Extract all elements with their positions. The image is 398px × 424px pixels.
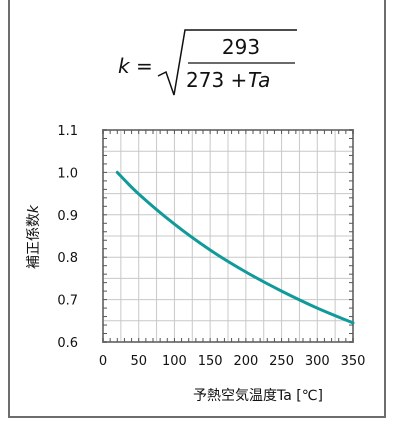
formula-numerator: 293 bbox=[222, 35, 260, 59]
x-tick-label: 50 bbox=[130, 354, 147, 369]
y-axis-label-var: k bbox=[26, 204, 42, 213]
series-line bbox=[115, 170, 355, 325]
x-tick-labels: 0 50 100 150 200 250 300 350 bbox=[99, 354, 366, 369]
axis-ticks bbox=[102, 129, 354, 343]
formula-equals: = bbox=[136, 54, 153, 78]
x-tick-label: 200 bbox=[233, 354, 258, 369]
radical-sign bbox=[157, 29, 297, 96]
grid bbox=[103, 130, 353, 342]
y-tick-label: 0.8 bbox=[57, 251, 78, 266]
formula-k: k bbox=[118, 54, 131, 78]
x-tick-label: 100 bbox=[162, 354, 187, 369]
x-tick-label: 0 bbox=[99, 354, 107, 369]
x-tick-label: 250 bbox=[269, 354, 294, 369]
x-axis-label: 予熱空気温度Ta [℃] bbox=[193, 388, 323, 404]
y-tick-label: 0.9 bbox=[57, 209, 78, 224]
y-tick-label: 0.7 bbox=[57, 294, 78, 309]
y-tick-label: 1.0 bbox=[57, 166, 78, 181]
figure-frame bbox=[8, 0, 386, 418]
formula-denominator-var: Ta bbox=[248, 68, 270, 92]
y-tick-labels: 0.6 0.7 0.8 0.9 1.0 1.1 bbox=[57, 124, 78, 351]
y-tick-label: 0.6 bbox=[57, 336, 78, 351]
x-tick-label: 300 bbox=[305, 354, 330, 369]
y-tick-label: 1.1 bbox=[57, 124, 78, 139]
y-axis-label: 補正係数k bbox=[26, 204, 42, 269]
formula-denominator-const: 273 + bbox=[186, 68, 247, 92]
x-tick-label: 150 bbox=[198, 354, 223, 369]
formula: k = 293 273 + Ta bbox=[118, 29, 297, 96]
x-tick-label: 350 bbox=[341, 354, 366, 369]
y-axis-label-prefix: 補正係数 bbox=[26, 213, 42, 269]
plot-border bbox=[102, 129, 354, 343]
